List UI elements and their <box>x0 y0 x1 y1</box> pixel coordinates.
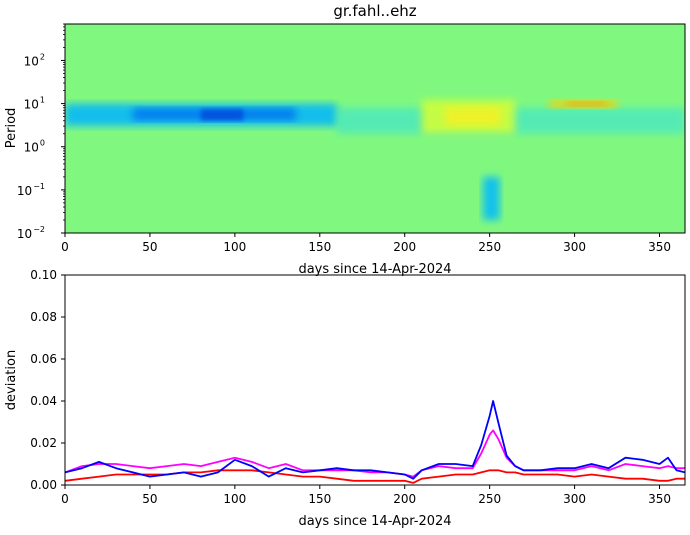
top-y-axis-label: Period <box>4 108 19 149</box>
bottom-x-tick-label: 250 <box>478 492 501 506</box>
top-x-tick-label: 50 <box>142 240 157 254</box>
top-y-tick-label: 102 <box>24 52 45 68</box>
heatmap-frame <box>64 23 686 234</box>
bottom-x-tick-label: 50 <box>142 492 157 506</box>
top-x-tick-label: 250 <box>478 240 501 254</box>
top-y-tick-label: 10−2 <box>17 225 45 241</box>
top-x-tick-label: 0 <box>61 240 69 254</box>
bottom-y-tick-label: 0.06 <box>30 352 57 366</box>
bottom-y-tick-label: 0.00 <box>30 478 57 492</box>
bottom-x-tick-label: 150 <box>308 492 331 506</box>
series-line <box>65 429 685 478</box>
bottom-x-tick-label: 0 <box>61 492 69 506</box>
top-y-tick-label: 10−1 <box>17 182 45 198</box>
bottom-x-tick-label: 100 <box>223 492 246 506</box>
line-plot-frame <box>64 274 686 486</box>
bottom-x-tick-label: 200 <box>393 492 416 506</box>
top-x-tick-label: 350 <box>648 240 671 254</box>
series-line <box>65 400 685 480</box>
heatmap <box>65 24 685 233</box>
bottom-x-axis-label: days since 14-Apr-2024 <box>298 514 451 529</box>
bottom-y-tick-label: 0.08 <box>30 310 57 324</box>
chart-title: gr.fahl..ehz <box>333 2 416 20</box>
top-x-tick-label: 300 <box>563 240 586 254</box>
bottom-x-tick-label: 350 <box>648 492 671 506</box>
top-y-tick-label: 100 <box>24 139 45 155</box>
heatmap-feature <box>482 176 500 221</box>
bottom-y-tick-label: 0.02 <box>30 436 57 450</box>
bottom-x-tick-label: 300 <box>563 492 586 506</box>
line-plot <box>65 400 685 484</box>
heatmap-feature-core <box>566 101 607 106</box>
top-x-axis-label: days since 14-Apr-2024 <box>298 262 451 277</box>
top-y-tick-label: 101 <box>24 96 45 112</box>
bottom-y-tick-label: 0.04 <box>30 394 57 408</box>
top-x-tick-label: 150 <box>308 240 331 254</box>
heatmap-feature-core <box>200 109 244 121</box>
bottom-y-axis-label: deviation <box>4 350 19 410</box>
top-x-tick-label: 200 <box>393 240 416 254</box>
heatmap-feature-core <box>445 106 502 126</box>
top-x-tick-label: 100 <box>223 240 246 254</box>
bottom-y-tick-label: 0.10 <box>30 268 57 282</box>
